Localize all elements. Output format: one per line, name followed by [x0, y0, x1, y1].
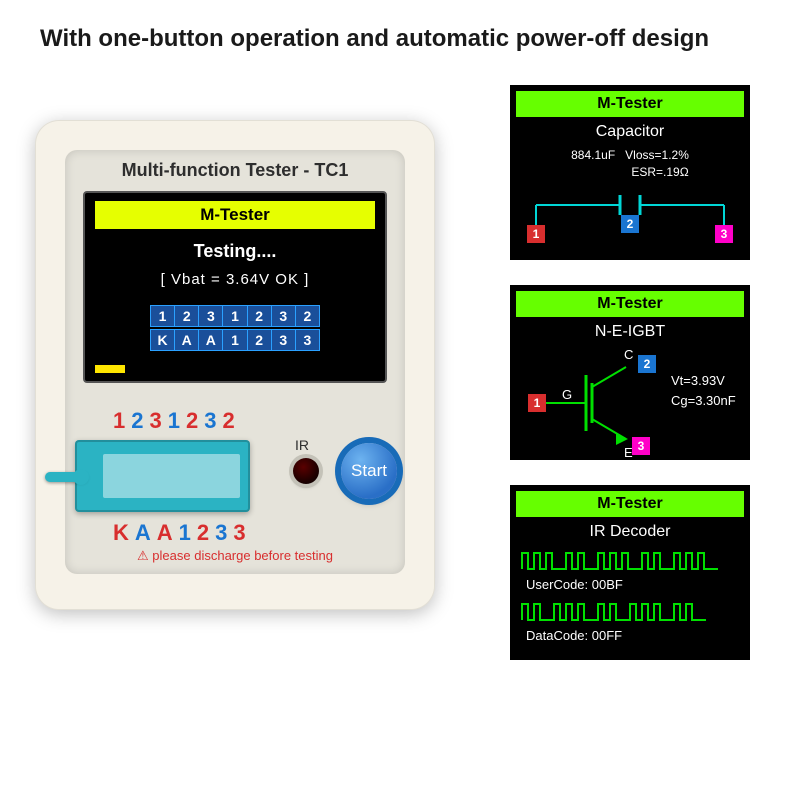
pin-char: 2	[186, 408, 204, 433]
discharge-warning: please discharge before testing	[65, 548, 405, 564]
svg-text:3: 3	[638, 439, 645, 453]
pin-char: A	[157, 520, 179, 545]
lcd-vbat-line: [ Vbat = 3.64V OK ]	[85, 271, 385, 288]
pin-char: 3	[233, 520, 251, 545]
pin-char: K	[113, 520, 135, 545]
lcd-cell: 1	[223, 330, 247, 350]
mini-band: M-Tester	[516, 91, 744, 117]
mini-screen-igbt: M-Tester N-E-IGBT C G E 2 1 3 Vt=3.93V C…	[510, 285, 750, 460]
svg-text:E: E	[624, 445, 633, 460]
pin-char: 1	[113, 408, 131, 433]
lcd-cell: 1	[151, 306, 175, 326]
tester-device: Multi-function Tester - TC1 M-Tester Tes…	[35, 120, 435, 610]
pin-char: 3	[215, 520, 233, 545]
mini-screen-irdecoder: M-Tester IR Decoder UserCode: 00BF DataC…	[510, 485, 750, 660]
zif-lever[interactable]	[45, 472, 87, 482]
lcd-screen: M-Tester Testing.... [ Vbat = 3.64V OK ]…	[83, 191, 387, 383]
svg-text:Vt=3.93V: Vt=3.93V	[671, 373, 725, 388]
capacitor-diagram: 1 2 3	[516, 185, 744, 245]
svg-text:2: 2	[644, 357, 651, 371]
svg-text:G: G	[562, 387, 572, 402]
svg-text:2: 2	[627, 217, 634, 231]
ir-wave-1	[516, 545, 744, 575]
igbt-diagram: C G E 2 1 3 Vt=3.93V Cg=3.30nF	[516, 345, 744, 460]
ir-sensor	[293, 458, 319, 484]
pin-char: 1	[168, 408, 186, 433]
mini-band: M-Tester	[516, 491, 744, 517]
pin-char: 2	[131, 408, 149, 433]
lcd-cell: 2	[296, 306, 319, 326]
lcd-cell: 1	[223, 306, 247, 326]
pin-char: 3	[150, 408, 168, 433]
mini-screen-capacitor: M-Tester Capacitor 884.1uF Vloss=1.2% ES…	[510, 85, 750, 260]
svg-text:C: C	[624, 347, 633, 362]
pin-char: A	[135, 520, 157, 545]
pin-legend-top: 1231232	[113, 408, 241, 434]
device-title: Multi-function Tester - TC1	[65, 160, 405, 181]
lcd-progress-bar	[95, 365, 125, 373]
lcd-cell: K	[151, 330, 175, 350]
pin-char: 3	[204, 408, 222, 433]
mini-title: Capacitor	[510, 123, 750, 141]
lcd-pin-matrix: 1231232 KAA1233	[150, 305, 320, 353]
lcd-cell: 2	[175, 306, 199, 326]
lcd-cell: 3	[272, 306, 296, 326]
lcd-cell: 2	[248, 306, 272, 326]
svg-text:1: 1	[534, 396, 541, 410]
device-panel: Multi-function Tester - TC1 M-Tester Tes…	[65, 150, 405, 574]
mini-band: M-Tester	[516, 291, 744, 317]
svg-text:Cg=3.30nF: Cg=3.30nF	[671, 393, 736, 408]
pin-legend-bottom: KAA1233	[113, 520, 252, 546]
capacitor-readings: 884.1uF Vloss=1.2% ESR=.19Ω	[510, 147, 750, 181]
lcd-cell: 3	[199, 306, 223, 326]
start-button[interactable]: Start	[341, 443, 397, 499]
ir-datacode: DataCode: 00FF	[526, 628, 750, 643]
pin-char: 1	[179, 520, 197, 545]
lcd-cell: A	[199, 330, 223, 350]
lcd-cell: 3	[272, 330, 296, 350]
lcd-band: M-Tester	[95, 201, 375, 229]
pin-char: 2	[223, 408, 241, 433]
mini-title: N-E-IGBT	[510, 323, 750, 341]
zif-socket[interactable]	[75, 440, 250, 512]
mini-title: IR Decoder	[510, 523, 750, 541]
svg-text:1: 1	[533, 227, 540, 241]
ir-usercode: UserCode: 00BF	[526, 577, 750, 592]
lcd-cell: 3	[296, 330, 319, 350]
headline: With one-button operation and automatic …	[40, 25, 709, 53]
lcd-testing-line: Testing....	[85, 241, 385, 262]
pin-char: 2	[197, 520, 215, 545]
lcd-cell: A	[175, 330, 199, 350]
lcd-cell: 2	[248, 330, 272, 350]
svg-text:3: 3	[721, 227, 728, 241]
ir-wave-2	[516, 596, 744, 626]
ir-label: IR	[295, 437, 309, 453]
